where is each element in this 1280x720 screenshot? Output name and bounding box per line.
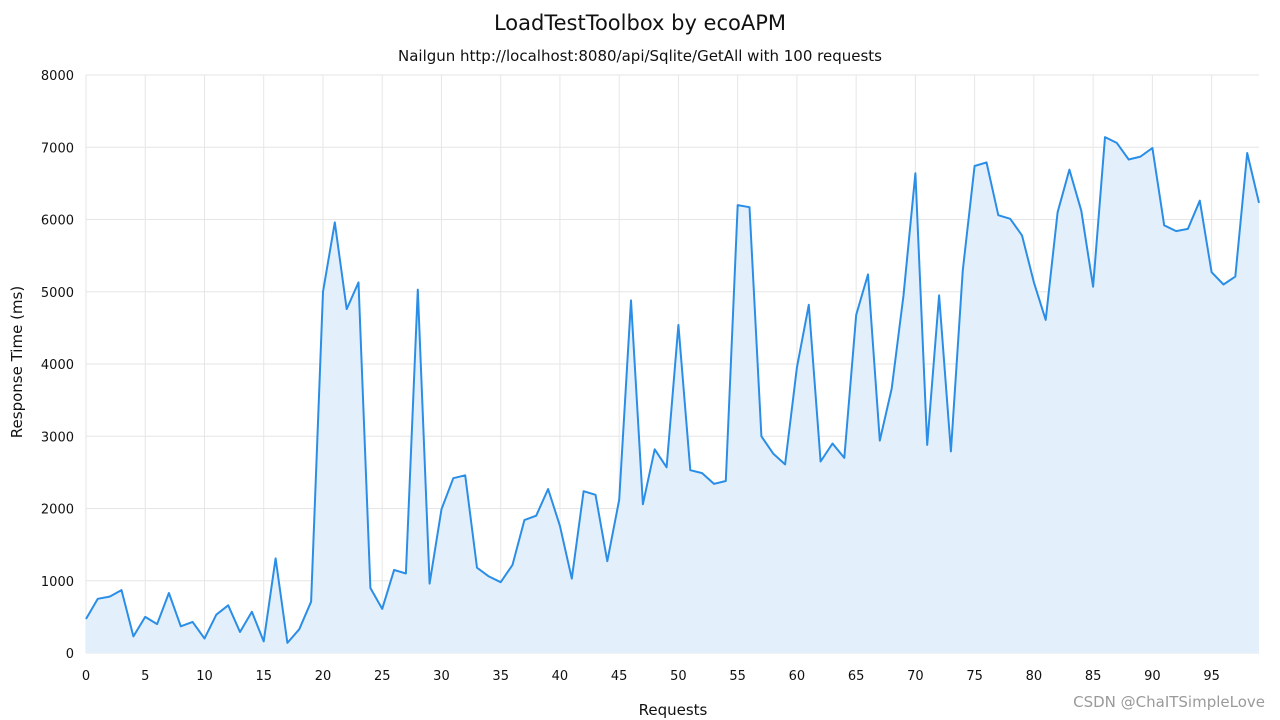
x-tick-label: 80 — [1026, 669, 1043, 684]
y-axis-label: Response Time (ms) — [8, 286, 26, 438]
x-tick-label: 30 — [433, 669, 450, 684]
x-tick-label: 25 — [374, 669, 391, 684]
x-tick-label: 65 — [848, 669, 865, 684]
y-tick-label: 7000 — [41, 141, 74, 156]
x-tick-label: 60 — [789, 669, 806, 684]
chart-subtitle: Nailgun http://localhost:8080/api/Sqlite… — [398, 47, 882, 65]
y-tick-label: 3000 — [41, 430, 74, 445]
y-tick-label: 0 — [66, 647, 74, 662]
x-tick-label: 0 — [82, 669, 90, 684]
tick-labels: 0 1000 2000 3000 4000 5000 6000 7000 8000 0 5 10 15 2… — [41, 69, 1220, 684]
x-tick-label: 95 — [1203, 669, 1220, 684]
area-fill — [86, 137, 1259, 654]
x-tick-label: 85 — [1085, 669, 1102, 684]
x-tick-label: 70 — [907, 669, 924, 684]
series-line — [85, 136, 1260, 644]
y-tick-label: 1000 — [41, 575, 74, 590]
x-tick-label: 55 — [729, 669, 746, 684]
x-tick-label: 5 — [141, 669, 149, 684]
chart-title: LoadTestToolbox by ecoAPM — [494, 11, 786, 35]
y-tick-label: 4000 — [41, 358, 74, 373]
x-tick-label: 15 — [255, 669, 272, 684]
x-tick-label: 75 — [966, 669, 983, 684]
x-tick-label: 40 — [552, 669, 569, 684]
x-tick-label: 90 — [1144, 669, 1161, 684]
watermark: CSDN @ChaITSimpleLove — [1073, 693, 1265, 711]
x-tick-label: 10 — [196, 669, 213, 684]
x-axis-label: Requests — [639, 701, 708, 719]
y-tick-label: 6000 — [41, 214, 74, 229]
x-tick-label: 50 — [670, 669, 687, 684]
x-tick-label: 20 — [315, 669, 332, 684]
y-tick-label: 5000 — [41, 286, 74, 301]
y-tick-label: 8000 — [41, 69, 74, 84]
x-tick-label: 45 — [611, 669, 628, 684]
x-tick-label: 35 — [492, 669, 509, 684]
y-tick-label: 2000 — [41, 503, 74, 518]
